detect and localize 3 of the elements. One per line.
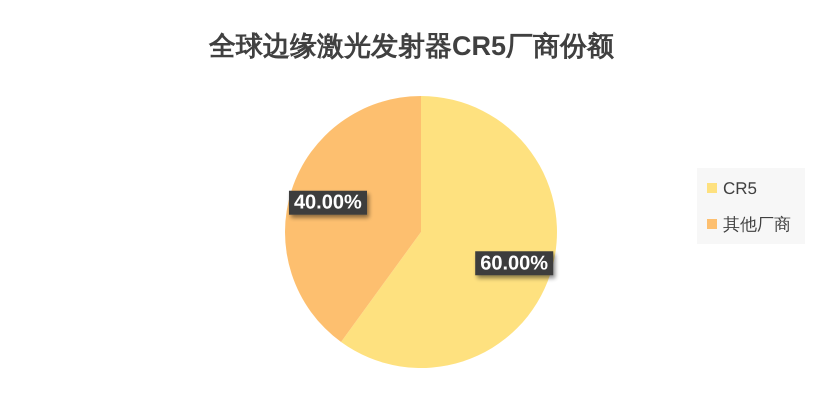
title: 全球边缘激光发射器CR5厂商份额: [209, 31, 614, 61]
data-label: 40.00%: [294, 192, 362, 214]
data-label: 60.00%: [480, 252, 548, 274]
